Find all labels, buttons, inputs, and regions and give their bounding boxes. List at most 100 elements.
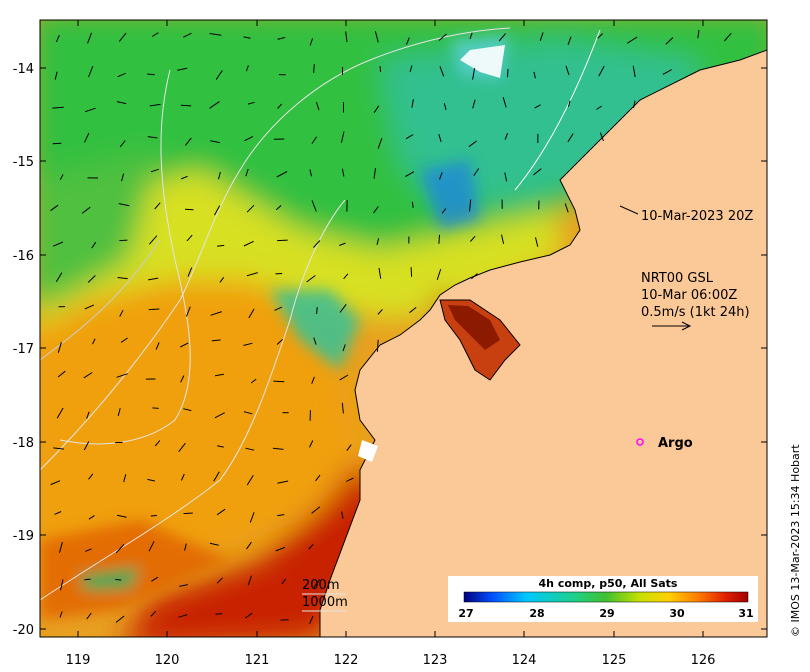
- current-arrow: [210, 140, 220, 144]
- current-arrow: [277, 480, 289, 484]
- current-arrow: [55, 272, 63, 283]
- current-arrow: [183, 512, 193, 515]
- current-arrow: [345, 477, 354, 482]
- current-arrow: [376, 339, 379, 352]
- current-arrow: [216, 244, 225, 247]
- current-arrow: [313, 63, 315, 73]
- current-arrow: [535, 237, 539, 247]
- current-arrow: [438, 234, 440, 244]
- current-arrow: [598, 65, 605, 77]
- current-arrow: [272, 447, 284, 450]
- current-arrow: [88, 515, 95, 520]
- current-arrow: [184, 543, 187, 551]
- current-arrow: [181, 175, 188, 180]
- current-arrow: [379, 66, 382, 73]
- current-arrow: [277, 36, 286, 40]
- current-arrow: [87, 275, 96, 283]
- current-arrow: [211, 339, 221, 342]
- current-arrow: [117, 72, 126, 78]
- current-arrow: [507, 68, 509, 78]
- current-arrow: [313, 337, 317, 345]
- current-arrow: [504, 133, 509, 140]
- current-arrow: [245, 168, 249, 177]
- depth-legend-200m: 200m: [302, 578, 339, 593]
- current-arrow: [84, 132, 90, 143]
- current-arrow: [116, 514, 127, 518]
- current-arrow: [315, 474, 321, 482]
- y-tick-label: -17: [13, 342, 34, 357]
- current-arrow: [275, 205, 282, 211]
- current-arrow: [155, 342, 160, 350]
- current-scale-label: 0.5m/s (1kt 24h): [641, 305, 750, 320]
- current-arrow: [473, 168, 480, 176]
- current-arrow: [308, 544, 314, 550]
- current-arrow: [115, 615, 125, 623]
- current-arrow: [148, 541, 155, 552]
- current-arrow: [470, 235, 476, 242]
- y-tick-label: -18: [13, 436, 34, 451]
- current-arrow: [54, 71, 58, 80]
- current-arrow: [411, 99, 414, 108]
- y-tick-label: -16: [13, 249, 34, 264]
- current-arrow: [247, 101, 255, 105]
- current-arrow: [339, 242, 346, 246]
- current-arrow: [406, 37, 410, 45]
- current-arrow: [50, 204, 59, 212]
- depth-contours: [40, 27, 601, 601]
- current-arrow: [55, 34, 60, 43]
- current-arrow: [276, 171, 288, 178]
- current-arrow: [115, 544, 125, 554]
- current-arrow: [91, 241, 97, 249]
- current-arrow: [539, 32, 544, 41]
- current-arrow: [147, 136, 158, 139]
- current-arrow: [246, 204, 255, 213]
- x-tick-label: 126: [691, 653, 716, 668]
- current-arrow: [306, 275, 316, 283]
- x-tick-label: 124: [512, 653, 537, 668]
- current-arrow: [180, 104, 192, 107]
- current-arrow: [469, 32, 473, 40]
- current-arrow: [121, 173, 125, 182]
- current-arrow: [311, 136, 318, 144]
- current-arrow: [180, 473, 185, 481]
- current-arrow: [245, 65, 249, 72]
- current-arrow: [468, 140, 477, 148]
- current-arrow: [83, 372, 93, 379]
- current-arrow: [209, 33, 222, 36]
- current-arrow: [119, 309, 124, 317]
- scale-arrow-icon: [652, 321, 692, 331]
- current-arrow: [149, 103, 161, 107]
- current-arrow: [568, 100, 571, 107]
- current-arrow: [57, 342, 62, 353]
- current-arrow: [243, 240, 254, 247]
- current-arrow: [243, 411, 253, 415]
- current-arrow: [60, 579, 64, 591]
- current-arrow: [346, 444, 352, 451]
- current-arrow: [209, 542, 219, 546]
- current-arrow: [343, 273, 349, 280]
- current-arrow: [154, 440, 161, 447]
- current-arrow: [52, 106, 64, 109]
- current-arrow: [275, 546, 286, 552]
- map-frame: [39, 19, 768, 638]
- current-arrow: [214, 412, 225, 419]
- image-time-label: 10-Mar-2023 20Z: [641, 209, 753, 224]
- current-arrow: [215, 70, 223, 80]
- current-arrow: [246, 541, 252, 550]
- current-arrow: [54, 511, 62, 515]
- current-arrow: [311, 506, 321, 514]
- current-arrow: [341, 511, 344, 519]
- x-tick-label: 119: [66, 653, 91, 668]
- argo-float-marker: [636, 438, 644, 446]
- current-arrow: [316, 307, 318, 315]
- current-arrow: [311, 376, 315, 384]
- current-arrow: [216, 577, 223, 584]
- current-arrow: [567, 133, 574, 143]
- current-arrow: [83, 441, 90, 451]
- current-arrow: [534, 104, 541, 109]
- current-arrow: [118, 203, 130, 207]
- current-arrow: [250, 378, 257, 384]
- current-arrow: [53, 447, 65, 450]
- current-arrow: [214, 205, 221, 216]
